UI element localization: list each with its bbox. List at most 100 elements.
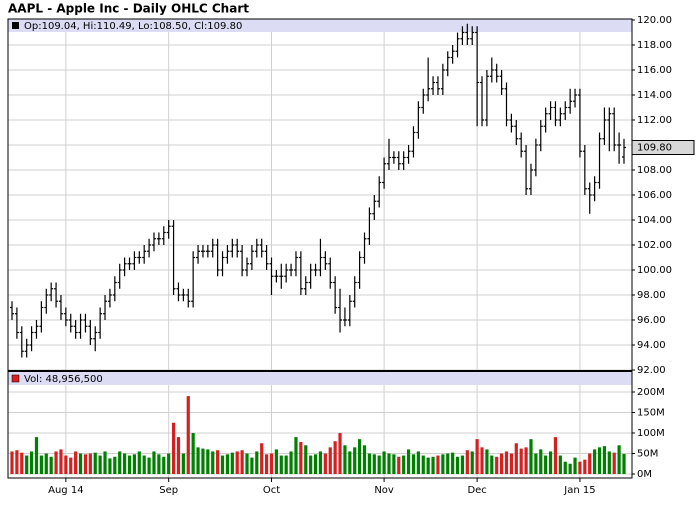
- volume-bar: [264, 454, 269, 474]
- volume-bar: [255, 451, 259, 474]
- volume-bar: [59, 449, 63, 474]
- y-tick-label: 120.00: [637, 15, 672, 26]
- volume-bar: [504, 451, 509, 474]
- y-tick-label: 100.00: [637, 265, 672, 276]
- y-tick-label: 112.00: [637, 115, 672, 126]
- volume-bar: [485, 449, 489, 474]
- volume-bar: [49, 456, 53, 474]
- volume-bar: [235, 451, 239, 474]
- volume-bar: [54, 451, 58, 474]
- volume-bar: [289, 451, 293, 474]
- volume-bar: [142, 455, 146, 474]
- volume-bar: [299, 442, 303, 474]
- volume-bar: [167, 453, 171, 474]
- volume-bar: [93, 452, 97, 474]
- volume-bar: [250, 457, 254, 474]
- price-legend: Op:109.04, Hi:110.49, Lo:108.50, Cl:109.…: [24, 21, 242, 32]
- volume-bar: [421, 455, 425, 474]
- volume-bar: [367, 453, 372, 474]
- volume-bar: [171, 422, 176, 474]
- y-tick-label: 116.00: [637, 65, 672, 76]
- volume-bar: [162, 456, 166, 474]
- volume-bar: [480, 447, 484, 474]
- volume-bar: [500, 453, 504, 474]
- volume-bar: [34, 437, 39, 474]
- volume-bar: [602, 446, 607, 474]
- volume-bar: [573, 457, 577, 474]
- volume-legend-swatch: [11, 374, 20, 383]
- volume-bar: [338, 433, 342, 474]
- volume-bar: [431, 456, 435, 474]
- y-tick-label: 0M: [637, 469, 652, 480]
- volume-bar: [44, 453, 48, 474]
- volume-bar: [181, 453, 185, 474]
- y-tick-label: 106.00: [637, 190, 672, 201]
- marks-layer: [10, 23, 626, 474]
- volume-bar: [225, 454, 230, 474]
- volume-bar: [245, 453, 249, 474]
- volume-bar: [137, 451, 141, 474]
- volume-bar: [343, 445, 347, 474]
- grid-layer: [8, 19, 632, 478]
- volume-bar: [25, 455, 29, 474]
- volume-bar: [455, 456, 460, 474]
- y-tick-label: 94.00: [637, 340, 666, 351]
- volume-bar: [309, 455, 313, 474]
- volume-bar: [353, 447, 357, 474]
- volume-bar: [152, 451, 156, 474]
- volume-bar: [529, 439, 533, 474]
- volume-bar: [103, 451, 107, 474]
- volume-bar: [470, 451, 474, 474]
- x-tick-label: Sep: [159, 485, 178, 496]
- volume-bar: [88, 453, 92, 474]
- volume-bar: [402, 455, 406, 474]
- volume-bar: [436, 455, 440, 474]
- volume-bar: [10, 451, 14, 474]
- y-tick-label: 104.00: [637, 215, 672, 226]
- volume-bar: [597, 447, 602, 474]
- volume-bar: [382, 451, 386, 474]
- volume-bar: [15, 450, 19, 474]
- x-tick-label: Aug 14: [48, 485, 83, 496]
- volume-legend-band: [8, 372, 632, 385]
- volume-bar: [333, 441, 337, 474]
- last-price-box: [631, 140, 695, 155]
- volume-bar: [583, 459, 587, 474]
- volume-bar: [64, 455, 68, 474]
- y-tick-label: 150M: [637, 408, 665, 419]
- volume-bar: [548, 451, 553, 474]
- x-tick-label: Dec: [467, 485, 486, 496]
- volume-bar: [558, 455, 562, 474]
- volume-bar: [411, 454, 416, 474]
- y-tick-label: 114.00: [637, 90, 672, 101]
- volume-bar: [98, 455, 102, 474]
- volume-bar: [544, 455, 548, 474]
- volume-bar: [509, 453, 513, 474]
- volume-bar: [127, 455, 132, 474]
- x-tick-label: Oct: [263, 485, 280, 496]
- volume-bar: [196, 447, 200, 474]
- volume-bar: [123, 453, 127, 474]
- y-tick-label: 108.00: [637, 165, 672, 176]
- volume-bar: [29, 451, 34, 474]
- volume-bar: [39, 455, 43, 474]
- volume-bar: [186, 396, 190, 474]
- volume-bar: [284, 455, 288, 474]
- volume-bar: [416, 451, 420, 474]
- y-tick-label: 96.00: [637, 315, 666, 326]
- volume-bar: [593, 449, 597, 474]
- volume-bar: [563, 461, 567, 474]
- x-tick-label: Jan 15: [563, 485, 595, 496]
- volume-bar: [534, 453, 538, 474]
- y-tick-label: 200M: [637, 387, 665, 398]
- volume-bar: [465, 450, 469, 474]
- volume-bar: [118, 451, 122, 474]
- volume-bar: [578, 461, 582, 474]
- volume-bar: [441, 454, 445, 474]
- volume-bar: [132, 454, 136, 474]
- volume-bar: [269, 453, 274, 474]
- volume-bar: [588, 453, 592, 474]
- volume-bar: [318, 451, 323, 474]
